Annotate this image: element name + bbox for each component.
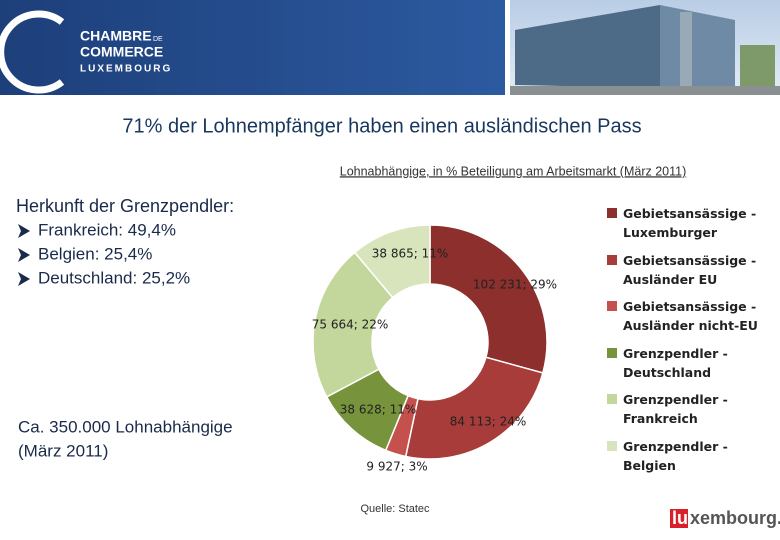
legend-label: Gebietsansässige - Luxemburger bbox=[623, 206, 757, 240]
bullet: Deutschland: 25,2% bbox=[38, 268, 190, 287]
data-label: 75 664; 22% bbox=[312, 318, 389, 332]
legend-item: Grenzpendler - Deutschland bbox=[607, 344, 767, 382]
legend-label: Gebietsansässige - Ausländer nicht-EU bbox=[623, 299, 758, 333]
bullet-arrow bbox=[18, 224, 30, 238]
note: Ca. 350.000 Lohnabhängige bbox=[18, 417, 233, 436]
donut-segment bbox=[429, 224, 548, 374]
bullet-arrow bbox=[18, 248, 30, 262]
left-heading: Herkunft der Grenzpendler: bbox=[16, 196, 234, 216]
title: 71% der Lohnempfänger haben einen auslän… bbox=[122, 115, 641, 137]
legend-swatch bbox=[607, 440, 617, 451]
donut-segment bbox=[404, 356, 544, 460]
legend-item: Grenzpendler - Frankreich bbox=[607, 390, 767, 428]
footer-logo: xembourg. bbox=[690, 508, 780, 528]
logo-text: COMMERCE bbox=[80, 44, 163, 60]
legend-item: Gebietsansässige - Ausländer EU bbox=[607, 251, 767, 289]
logo-text: LUXEMBOURG bbox=[80, 64, 172, 75]
legend-item: Gebietsansässige - Luxemburger bbox=[607, 204, 767, 242]
building-photo bbox=[510, 0, 780, 95]
chart-subtitle: Lohnabhängige, in % Beteiligung am Arbei… bbox=[340, 164, 687, 178]
legend-label: Grenzpendler - Deutschland bbox=[623, 345, 728, 380]
legend-swatch bbox=[607, 208, 617, 218]
bullet: Frankreich: 49,4% bbox=[38, 220, 176, 239]
legend-label: Grenzpendler - Belgien bbox=[623, 438, 728, 473]
footer-logo-box bbox=[670, 509, 688, 528]
legend-label: Grenzpendler - Frankreich bbox=[623, 392, 728, 426]
legend-swatch bbox=[607, 347, 617, 358]
legend-swatch bbox=[607, 301, 617, 311]
note: (März 2011) bbox=[18, 441, 108, 460]
legend-swatch bbox=[607, 254, 617, 265]
data-label: 38 865; 11% bbox=[372, 247, 449, 261]
bullet-arrow bbox=[18, 272, 30, 286]
donut-segment bbox=[312, 251, 394, 398]
header-band bbox=[0, 0, 505, 95]
data-label: 84 113; 24% bbox=[450, 415, 527, 429]
data-label: 9 927; 3% bbox=[366, 460, 427, 474]
donut-segment bbox=[353, 224, 431, 299]
logo-text: CHAMBRE bbox=[80, 28, 152, 44]
logo-text: DE bbox=[153, 36, 163, 43]
legend-swatch bbox=[607, 394, 617, 404]
footer-logo: lu bbox=[672, 508, 688, 528]
logo-arc bbox=[0, 10, 65, 94]
source: Quelle: Statec bbox=[360, 503, 430, 515]
bullet: Belgien: 25,4% bbox=[38, 244, 152, 263]
legend-item: Gebietsansässige - Ausländer nicht-EU bbox=[607, 297, 767, 335]
data-label: 38 628; 11% bbox=[340, 403, 417, 417]
legend-item: Grenzpendler - Belgien bbox=[607, 437, 767, 475]
legend-label: Gebietsansässige - Ausländer EU bbox=[623, 252, 757, 287]
data-label: 102 231; 29% bbox=[473, 278, 557, 292]
